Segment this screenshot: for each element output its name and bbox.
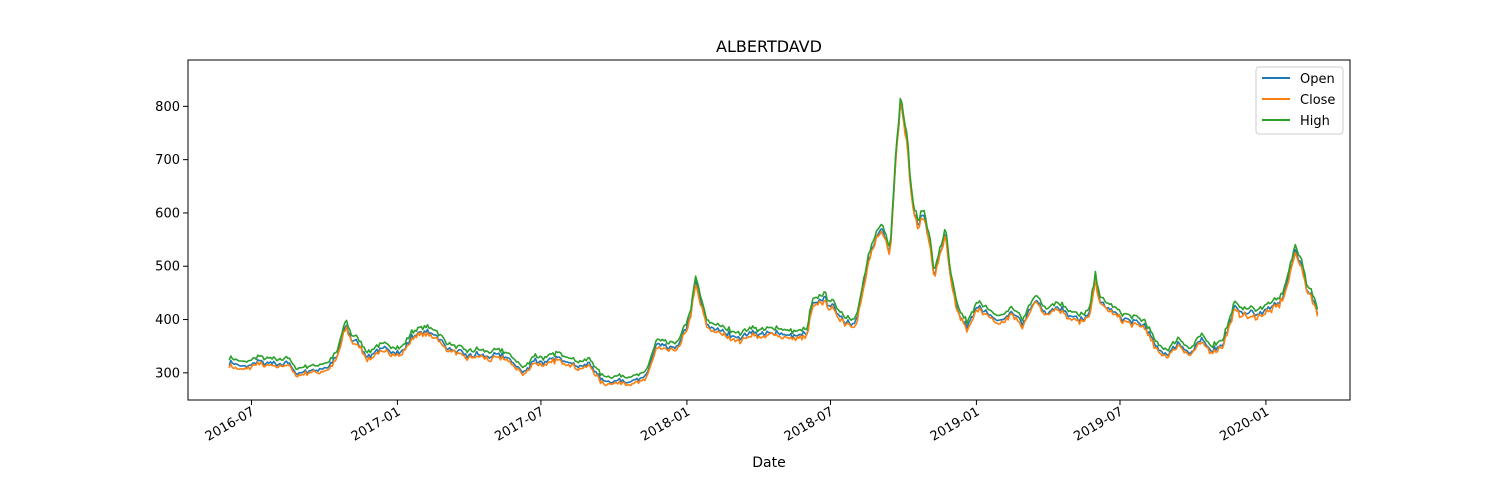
y-tick-label: 700 [155, 153, 180, 168]
y-axis-ticks: 300 400 500 600 700 800 [155, 100, 188, 381]
y-tick-label: 300 [155, 366, 180, 381]
legend-entries: Open Close High [1262, 72, 1335, 129]
chart-title: ALBERTDAVD [716, 37, 822, 56]
legend-label-close: Close [1300, 93, 1335, 108]
series-line-high [228, 97, 1319, 379]
y-tick-label: 600 [155, 206, 180, 221]
y-tick-label: 400 [155, 313, 180, 328]
legend: Open Close High [1255, 66, 1344, 135]
legend-box [1255, 66, 1344, 135]
series-line-close [228, 102, 1319, 387]
plot-frame [187, 59, 1351, 401]
y-tick-label: 800 [155, 100, 180, 115]
series-layer [228, 97, 1319, 387]
x-axis-label: Date [752, 455, 785, 471]
y-tick-label: 500 [155, 260, 180, 275]
legend-label-high: High [1300, 114, 1330, 129]
legend-label-open: Open [1300, 72, 1335, 87]
